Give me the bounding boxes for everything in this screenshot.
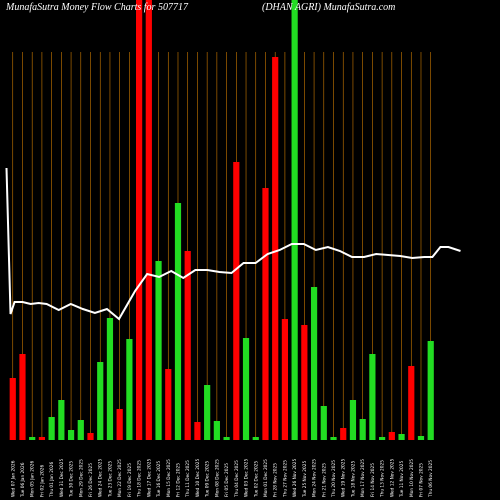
money-flow-bar	[97, 362, 104, 440]
money-flow-bar	[242, 338, 250, 440]
x-tick-label: Wed 26 Nov 2025	[292, 458, 298, 497]
x-tick-label: Mon 01 Dec 2025	[263, 459, 269, 497]
money-flow-bar	[204, 385, 211, 440]
money-flow-bar	[165, 369, 172, 440]
money-flow-bar	[194, 422, 201, 440]
money-flow-bar	[9, 378, 16, 440]
x-tick-label: Thu 13 Nov 2025	[380, 460, 386, 498]
money-flow-bar	[291, 0, 298, 440]
x-tick-label: Mon 22 Dec 2025	[117, 459, 123, 497]
money-flow-bar	[427, 341, 434, 440]
x-tick-label: Mon 05 Jan 2026	[30, 461, 36, 497]
money-flow-bar	[136, 0, 143, 440]
money-flow-bar	[388, 432, 395, 440]
money-flow-bar	[340, 428, 347, 440]
money-flow-bars	[9, 0, 434, 440]
x-tick-label: Fri 26 Dec 2025	[88, 463, 94, 497]
x-tick-label: Mon 10 Nov 2025	[409, 459, 415, 497]
money-flow-bar	[398, 434, 405, 440]
x-tick-label: Mon 08 Dec 2025	[214, 459, 220, 497]
money-flow-bar	[252, 437, 259, 440]
x-tick-label: Tue 11 Nov 2025	[399, 461, 405, 498]
money-flow-bar	[67, 430, 75, 440]
money-flow-bar	[310, 287, 318, 440]
x-tick-label: Fri 21 Nov 2025	[321, 463, 327, 497]
x-tick-label: Wed 12 Nov 2025	[389, 458, 395, 497]
x-tick-label: Tue 30 Dec 2025	[69, 461, 75, 498]
money-flow-bar	[38, 437, 46, 440]
money-flow-bar	[48, 417, 55, 440]
money-flow-bar	[116, 409, 123, 440]
money-flow-bar	[349, 400, 357, 440]
money-flow-bar	[145, 0, 152, 440]
x-tick-label: Tue 16 Dec 2025	[156, 461, 162, 498]
x-tick-label: Tue 09 Dec 2025	[205, 461, 211, 498]
money-flow-bar	[58, 400, 65, 440]
money-flow-bar	[408, 366, 415, 440]
money-flow-bar	[272, 57, 279, 440]
money-flow-bar	[155, 261, 162, 440]
money-flow-bar	[262, 188, 269, 440]
x-axis-tick-labels: Wed 07 Jan 2026 Tue 06 Jan 2026 Mon 05 Jan…	[10, 458, 434, 498]
money-flow-bar	[301, 325, 308, 440]
x-tick-label: Wed 31 Dec 2025	[59, 459, 65, 497]
x-tick-label: Fri 28 Nov 2025	[273, 463, 279, 497]
x-tick-label: Thu 01 Jan 2026	[49, 462, 55, 498]
money-flow-bar	[369, 354, 376, 440]
money-flow-bar	[233, 162, 240, 440]
money-flow-bar	[106, 318, 114, 440]
money-flow-bar	[77, 420, 84, 440]
money-flow-bar	[126, 339, 133, 440]
money-flow-bar	[174, 203, 182, 440]
x-tick-label: Fri 07 Nov 2025	[418, 463, 424, 497]
money-flow-bar	[223, 437, 230, 440]
x-tick-label: Thu 04 Dec 2025	[234, 460, 240, 498]
x-tick-label: Thu 27 Nov 2025	[282, 460, 288, 498]
x-tick-label: Fri 02 Jan 2026	[39, 464, 45, 497]
money-flow-bar	[184, 251, 191, 440]
x-tick-label: Mon 15 Dec 2025	[166, 459, 172, 497]
x-tick-label: Wed 19 Nov 2025	[341, 458, 347, 497]
money-flow-bar	[417, 436, 425, 440]
money-flow-bar	[359, 419, 366, 440]
money-flow-bar	[379, 437, 386, 440]
money-flow-bar	[29, 437, 36, 440]
x-tick-label: Thu 11 Dec 2025	[185, 460, 191, 498]
x-tick-label: Tue 02 Dec 2025	[253, 461, 259, 498]
x-tick-label: Fri 12 Dec 2025	[175, 463, 181, 497]
x-tick-label: Mon 17 Nov 2025	[360, 459, 366, 497]
x-tick-label: Fri 05 Dec 2025	[224, 463, 230, 497]
x-tick-label: Fri 14 Nov 2025	[370, 463, 376, 497]
x-tick-label: Wed 07 Jan 2026	[10, 460, 16, 497]
x-tick-label: Wed 17 Dec 2025	[146, 459, 152, 497]
money-flow-bar	[87, 433, 94, 440]
money-flow-bar	[320, 406, 327, 440]
x-tick-label: Mon 24 Nov 2025	[312, 459, 318, 497]
x-tick-label: Thu 06 Nov 2025	[428, 460, 434, 498]
x-tick-label: Thu 18 Dec 2025	[137, 460, 143, 498]
money-flow-bar	[213, 421, 220, 440]
chart-title-right: (DHAN AGRI) MunafaSutra.com	[262, 2, 395, 13]
x-tick-label: Mon 29 Dec 2025	[78, 459, 84, 497]
money-flow-bar	[19, 354, 26, 440]
money-flow-bar	[330, 437, 337, 440]
x-tick-label: Wed 10 Dec 2025	[195, 459, 201, 497]
price-line	[5, 167, 461, 321]
x-tick-label: Fri 19 Dec 2025	[127, 463, 133, 497]
x-tick-label: Thu 20 Nov 2025	[331, 460, 337, 498]
money-flow-bar	[281, 319, 289, 440]
x-tick-label: Tue 23 Dec 2025	[107, 461, 113, 498]
x-tick-label: Wed 24 Dec 2025	[98, 459, 104, 497]
chart-title-left: MunafaSutra Money Flow Charts for 507717	[5, 2, 189, 13]
x-tick-label: Tue 25 Nov 2025	[302, 461, 308, 498]
x-tick-label: Tue 06 Jan 2026	[20, 462, 26, 498]
x-tick-label: Tue 18 Nov 2025	[350, 461, 356, 498]
x-tick-label: Wed 03 Dec 2025	[244, 459, 250, 497]
